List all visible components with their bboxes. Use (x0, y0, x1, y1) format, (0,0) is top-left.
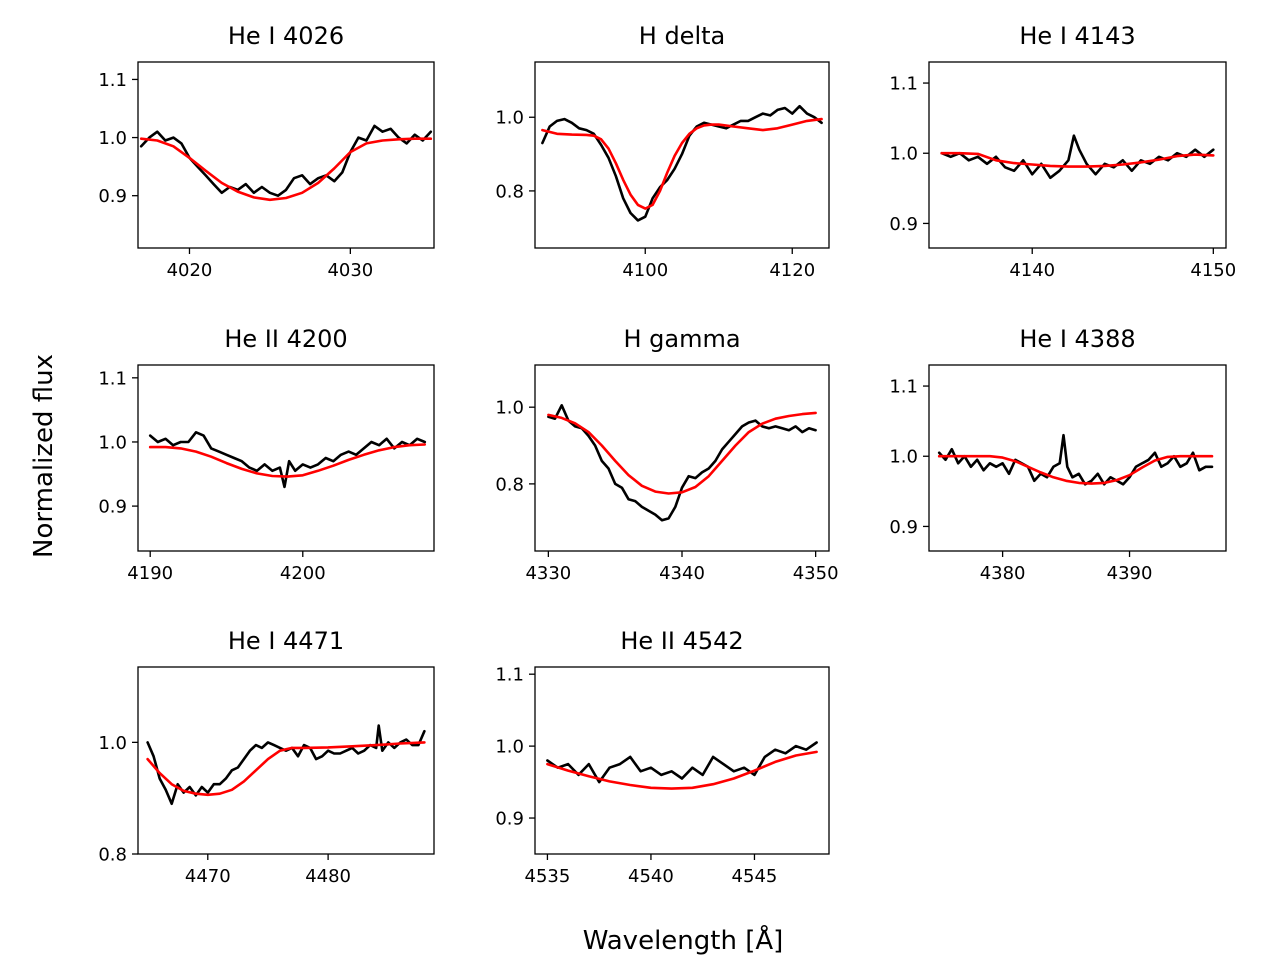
x-tick-label: 4020 (167, 260, 213, 281)
x-tick-label: 4390 (1107, 563, 1153, 584)
panel-title: He I 4026 (228, 22, 344, 50)
panel-title: He I 4471 (228, 627, 344, 655)
axes-frame (928, 364, 1227, 552)
y-tick-label: 0.9 (98, 186, 127, 207)
axes-frame (137, 61, 435, 249)
observed-spectrum-line (547, 403, 817, 522)
x-tick-label: 4480 (305, 866, 351, 887)
y-tick-label: 1.0 (495, 737, 524, 758)
model-fit-line (546, 750, 818, 790)
y-tick-label: 1.0 (98, 432, 127, 453)
x-tick-label: 4190 (127, 563, 173, 584)
x-tick-label: 4535 (525, 866, 571, 887)
model-fit-line (940, 151, 1215, 168)
y-tick-label: 1.0 (889, 144, 918, 165)
model-fit-line (139, 137, 433, 202)
x-tick-label: 4340 (659, 563, 705, 584)
observed-spectrum-line (940, 134, 1215, 180)
y-tick-label: 1.0 (98, 733, 127, 754)
observed-spectrum-line (541, 104, 823, 222)
x-tick-label: 4380 (980, 563, 1026, 584)
axes-frame (928, 61, 1227, 249)
panel-title: H gamma (623, 325, 740, 353)
y-tick-label: 1.1 (495, 665, 524, 686)
model-fit-line (146, 741, 426, 797)
subplot-panel: 4380 4390 0.9 1.0 1.1 He I 4388 (889, 325, 1227, 584)
y-tick-label: 0.8 (495, 474, 524, 495)
axes-frame (534, 666, 830, 855)
x-tick-label: 4350 (793, 563, 839, 584)
subplot-panel: 4330 4340 4350 0.8 1.0 H gamma (495, 325, 838, 584)
x-tick-label: 4140 (1009, 260, 1055, 281)
panel-title: He II 4542 (620, 627, 743, 655)
y-tick-label: 1.1 (98, 368, 127, 389)
model-fit-line (937, 454, 1214, 485)
x-tick-label: 4150 (1190, 260, 1236, 281)
subplot-panel: 4020 4030 0.9 1.0 1.1 He I 4026 (98, 22, 435, 281)
observed-spectrum-line (546, 741, 818, 784)
y-tick-label: 0.9 (98, 497, 127, 518)
y-tick-label: 1.0 (495, 398, 524, 419)
x-tick-label: 4470 (185, 866, 231, 887)
observed-spectrum-line (139, 124, 433, 197)
y-axis-label: Normalized flux (29, 354, 59, 558)
y-tick-label: 0.9 (495, 809, 524, 830)
y-tick-label: 0.9 (889, 214, 918, 235)
model-fit-line (547, 411, 817, 495)
subplot-panel: 4140 4150 0.9 1.0 1.1 He I 4143 (889, 22, 1236, 281)
panel-title: He I 4143 (1019, 22, 1135, 50)
y-tick-label: 1.1 (98, 70, 127, 91)
y-tick-label: 1.1 (889, 74, 918, 95)
subplot-panel: 4535 4540 4545 0.9 1.0 1.1 He II 4542 (495, 627, 830, 887)
x-tick-label: 4540 (628, 866, 674, 887)
y-tick-label: 0.8 (495, 181, 524, 202)
y-tick-label: 0.9 (889, 517, 918, 538)
subplot-panel: 4190 4200 0.9 1.0 1.1 He II 4200 (98, 325, 435, 584)
subplot-panel: 4100 4120 0.8 1.0 H delta (495, 22, 830, 281)
panel-title: He I 4388 (1019, 325, 1135, 353)
y-tick-label: 0.8 (98, 845, 127, 866)
x-axis-label: Wavelength [Å] (583, 924, 784, 956)
x-tick-label: 4330 (525, 563, 571, 584)
y-tick-label: 1.0 (98, 128, 127, 149)
axes-frame (534, 61, 830, 249)
x-tick-label: 4200 (280, 563, 326, 584)
panel-title: H delta (639, 22, 725, 50)
x-tick-label: 4120 (769, 260, 815, 281)
model-fit-line (148, 443, 427, 478)
y-tick-label: 1.1 (889, 377, 918, 398)
x-tick-label: 4030 (327, 260, 373, 281)
panel-title: He II 4200 (224, 325, 347, 353)
subplot-panel: 4470 4480 0.8 1.0 He I 4471 (98, 627, 435, 887)
observed-spectrum-line (937, 433, 1214, 486)
axes-frame (137, 666, 435, 855)
y-tick-label: 1.0 (889, 447, 918, 468)
y-tick-label: 1.0 (495, 108, 524, 129)
observed-spectrum-line (148, 430, 427, 489)
axes-frame (534, 364, 830, 552)
model-fit-line (541, 117, 823, 210)
subplot-grid: 4020 4030 0.9 1.0 1.1 He I 4026 4100 4120 0.8 1.0… (98, 22, 1236, 887)
x-tick-label: 4545 (732, 866, 778, 887)
x-tick-label: 4100 (622, 260, 668, 281)
axes-frame (137, 364, 435, 552)
